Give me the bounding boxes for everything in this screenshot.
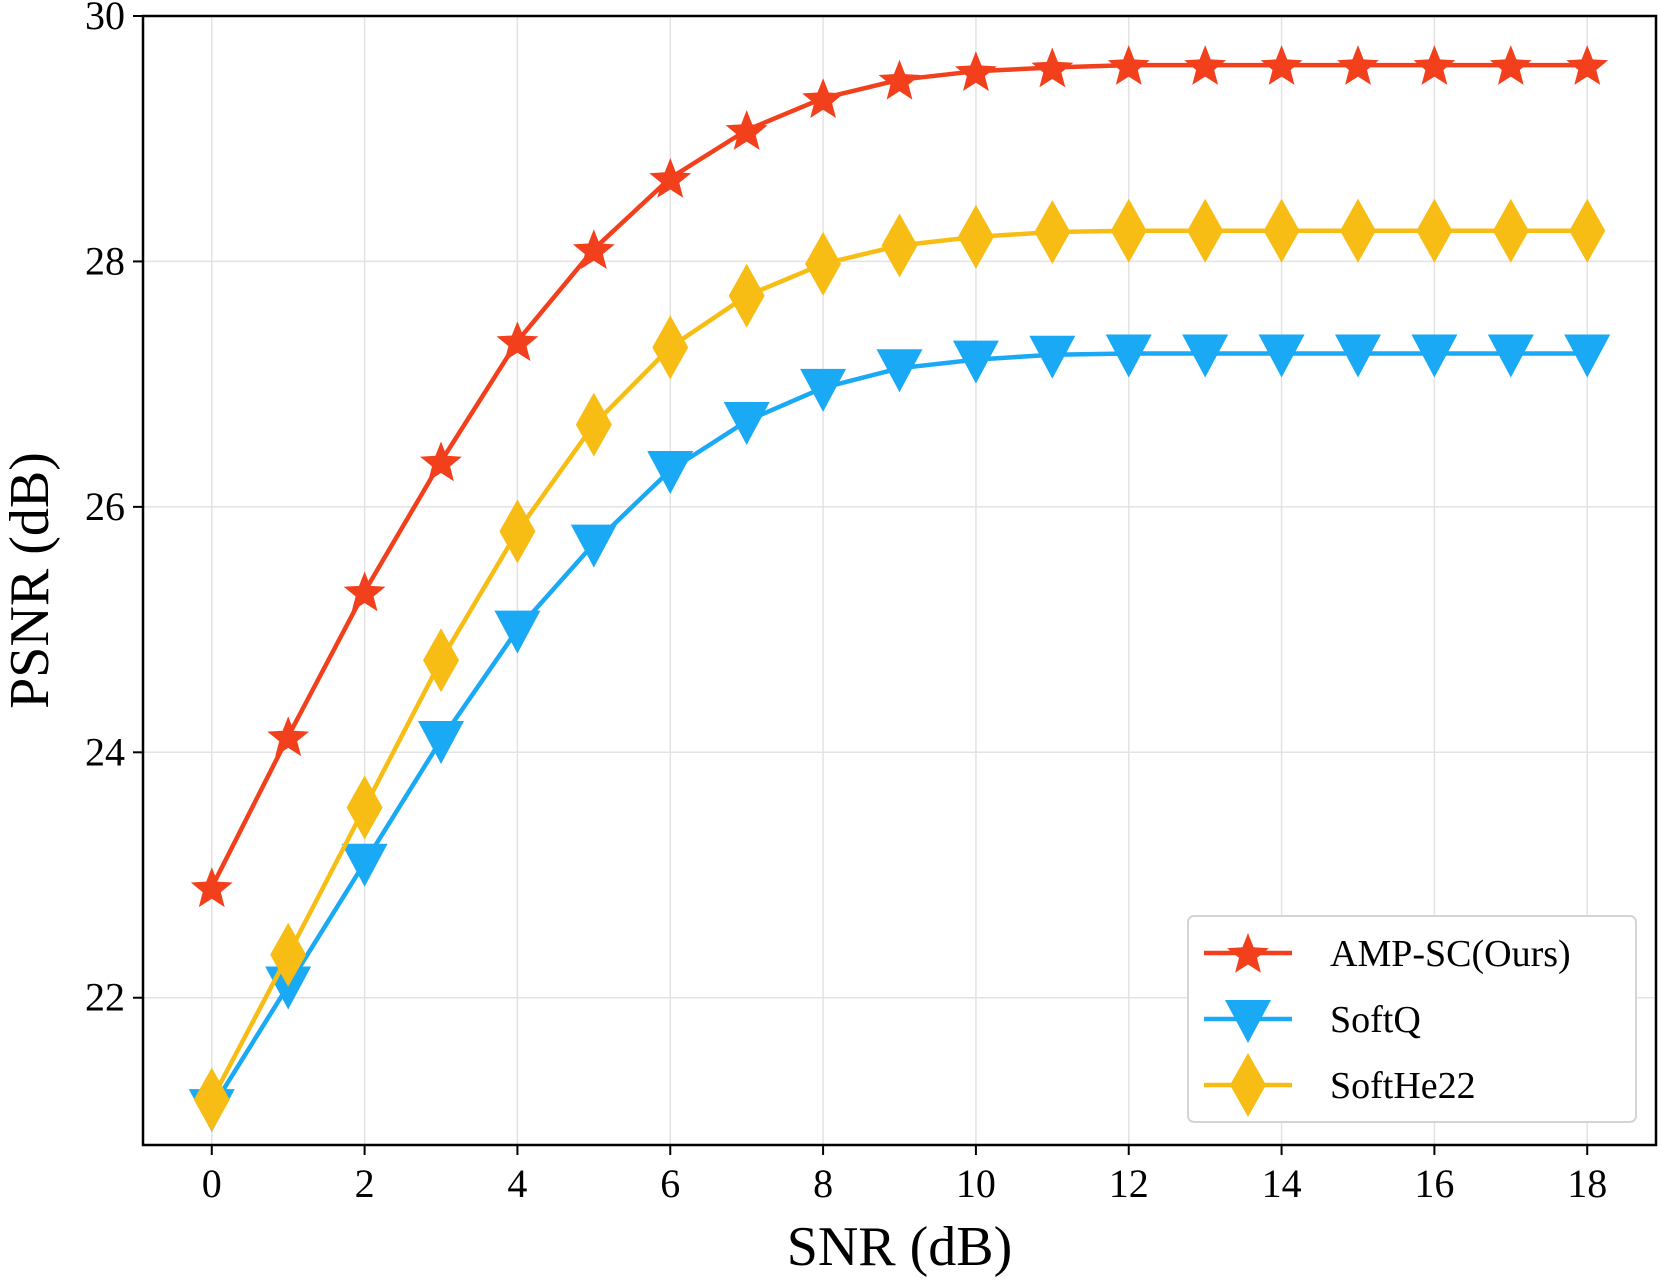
data-point: [496, 321, 539, 361]
x-tick-label: 4: [507, 1161, 527, 1206]
data-point: [1492, 198, 1529, 263]
data-point: [575, 392, 612, 457]
data-point: [1029, 335, 1076, 379]
data-point: [1411, 334, 1458, 378]
data-point: [1031, 47, 1074, 88]
x-tick-label: 14: [1262, 1161, 1302, 1206]
data-point: [955, 51, 997, 91]
data-point: [1182, 334, 1229, 378]
data-point: [652, 315, 689, 380]
data-point: [802, 78, 844, 118]
data-point: [267, 716, 310, 757]
data-point: [1566, 45, 1609, 85]
data-point: [647, 451, 694, 495]
legend-label: SoftQ: [1330, 999, 1421, 1041]
data-point: [1107, 45, 1150, 85]
x-tick-label: 10: [956, 1161, 996, 1206]
y-tick-label: 24: [85, 729, 125, 774]
data-point: [1489, 45, 1532, 85]
data-point: [805, 231, 842, 296]
data-point: [1339, 198, 1376, 263]
data-point: [728, 263, 765, 328]
y-tick-label: 26: [85, 484, 125, 529]
data-point: [270, 922, 307, 987]
legend-box: [1187, 915, 1637, 1123]
series-layer: [188, 45, 1611, 1133]
data-point: [1187, 198, 1224, 263]
data-point: [1413, 45, 1456, 85]
legend: AMP-SC(Ours) SoftQ SoftHe22: [1187, 915, 1637, 1123]
data-point: [423, 628, 460, 693]
data-point: [190, 867, 233, 908]
x-tick-label: 8: [813, 1161, 833, 1206]
data-point: [1034, 199, 1071, 264]
data-point: [649, 158, 692, 198]
series-line: [209, 62, 1588, 889]
data-point: [1258, 334, 1305, 378]
data-point: [1337, 45, 1379, 85]
legend-item: SoftHe22: [1204, 1053, 1476, 1117]
legend-item: AMP-SC(Ours): [1204, 933, 1571, 975]
data-point: [1564, 334, 1611, 378]
x-tick-label: 12: [1109, 1161, 1149, 1206]
data-point: [1260, 45, 1303, 85]
data-point: [952, 340, 999, 384]
y-tick-label: 30: [85, 0, 125, 38]
data-point: [570, 524, 617, 568]
legend-marker: [1225, 1000, 1271, 1043]
data-point: [346, 775, 383, 840]
series-amp-sc-ours: [190, 45, 1609, 908]
x-tick-label: 0: [202, 1161, 222, 1206]
legend-label: AMP-SC(Ours): [1330, 933, 1571, 975]
data-point: [499, 499, 536, 564]
data-point: [418, 721, 465, 765]
data-point: [1110, 198, 1147, 263]
data-point: [343, 571, 386, 612]
data-point: [1416, 198, 1453, 263]
x-tick-label: 6: [660, 1161, 680, 1206]
y-tick-label: 28: [85, 238, 125, 283]
legend-marker: [1230, 1053, 1266, 1117]
data-point: [878, 59, 921, 100]
series-softhe22: [193, 198, 1606, 1132]
y-tick-label: 22: [85, 975, 125, 1020]
data-point: [725, 110, 768, 150]
legend-label: SoftHe22: [1330, 1065, 1476, 1107]
data-point: [876, 349, 923, 393]
x-axis-title: SNR (dB): [787, 1216, 1013, 1278]
legend-marker: [1227, 933, 1269, 973]
data-point: [881, 213, 918, 278]
data-point: [341, 843, 388, 887]
data-point: [1105, 334, 1152, 378]
x-tick-label: 2: [355, 1161, 375, 1206]
x-tick-label: 16: [1414, 1161, 1454, 1206]
data-point: [572, 229, 615, 269]
plot-frame: [141, 14, 1658, 1147]
data-point: [1487, 334, 1534, 378]
data-point: [957, 204, 994, 269]
data-point: [193, 1067, 230, 1132]
data-point: [1569, 198, 1606, 263]
data-point: [723, 401, 770, 445]
data-point: [1334, 334, 1381, 378]
series-softq: [188, 334, 1611, 1133]
data-point: [420, 441, 462, 482]
data-point: [494, 610, 541, 654]
data-point: [1184, 45, 1227, 85]
x-tick-label: 18: [1567, 1161, 1607, 1206]
data-point: [1263, 198, 1300, 263]
data-point: [800, 368, 847, 412]
legend-item: SoftQ: [1204, 999, 1421, 1043]
y-axis-title: PSNR (dB): [0, 452, 61, 709]
